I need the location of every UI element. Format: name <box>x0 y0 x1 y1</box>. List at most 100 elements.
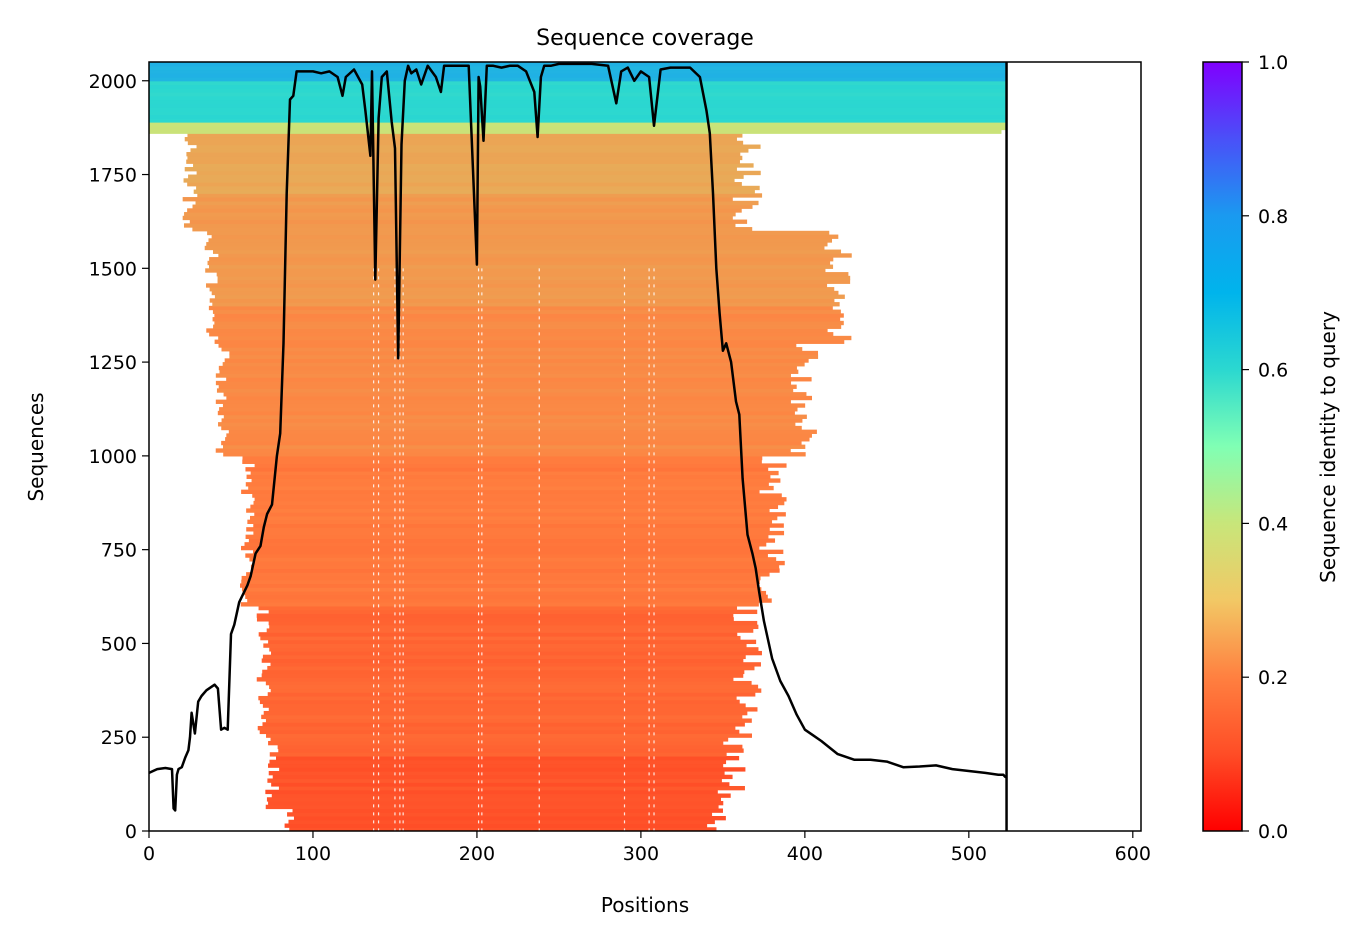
heatmap-row <box>245 553 768 558</box>
heatmap-row <box>149 73 1007 78</box>
heatmap-row <box>267 778 722 783</box>
heatmap-row <box>241 489 760 494</box>
heatmap-row <box>187 140 744 146</box>
x-axis-label: Positions <box>601 893 689 917</box>
heatmap-row <box>240 602 759 607</box>
heatmap-row <box>149 88 1007 93</box>
heatmap-row <box>149 125 1007 131</box>
heatmap-row <box>184 167 737 172</box>
heatmap-row <box>214 339 845 344</box>
heatmap-row <box>240 583 758 588</box>
heatmap-row <box>218 253 852 258</box>
y-tick-label: 1750 <box>89 165 137 187</box>
heatmap-row <box>250 564 780 570</box>
heatmap-row <box>253 560 785 566</box>
heatmap-row <box>223 414 807 419</box>
y-tick-label: 1250 <box>89 352 137 374</box>
heatmap-row <box>216 272 849 277</box>
heatmap-row <box>215 448 791 453</box>
heatmap-row <box>212 309 841 314</box>
heatmap-row <box>271 782 730 787</box>
heatmap-row <box>249 557 777 562</box>
heatmap-row <box>262 654 746 660</box>
colorbar-ticks: 0.0 0.2 0.4 0.6 0.8 1.0 <box>1242 52 1288 843</box>
colorbar-tick-label: 0.2 <box>1258 667 1288 689</box>
heatmap-row <box>250 470 779 476</box>
heatmap-row <box>149 95 1007 101</box>
heatmap-row <box>212 249 842 254</box>
heatmap-row <box>265 804 719 810</box>
heatmap-row <box>253 549 784 555</box>
heatmap-row <box>149 77 1007 82</box>
x-tick-label: 600 <box>1115 843 1151 865</box>
heatmap-row <box>268 620 758 626</box>
x-tick-label: 100 <box>295 843 331 865</box>
colorbar-tick-label: 0.0 <box>1258 821 1288 843</box>
heatmap-row <box>268 763 724 768</box>
heatmap-row <box>266 733 752 738</box>
heatmap-row <box>217 410 795 416</box>
heatmap-row <box>213 324 842 329</box>
heatmap-row <box>149 118 1007 123</box>
heatmap-row <box>221 440 802 446</box>
heatmap-row <box>189 219 748 224</box>
heatmap-row <box>267 665 755 671</box>
heatmap-row <box>190 148 749 153</box>
heatmap-row <box>183 223 736 228</box>
heatmap-row <box>218 365 797 371</box>
heatmap-row <box>149 65 1007 71</box>
heatmap-row <box>219 369 799 374</box>
heatmap-row <box>216 388 794 393</box>
heatmap-row <box>251 478 781 483</box>
heatmap-row <box>214 313 844 318</box>
heatmap-row <box>245 482 769 487</box>
heatmap-row <box>209 257 834 262</box>
heatmap-row <box>258 695 737 701</box>
heatmap-row <box>272 774 733 780</box>
heatmap-row <box>242 455 763 461</box>
colorbar-tick-label: 0.6 <box>1258 360 1288 382</box>
heatmap-row <box>219 407 798 412</box>
heatmap-row <box>149 114 1007 119</box>
heatmap-row <box>226 433 812 438</box>
heatmap-row <box>149 103 1007 108</box>
heatmap-row <box>248 538 776 543</box>
heatmap-row <box>253 523 784 528</box>
x-axis: 0 100 200 300 400 500 600 <box>143 831 1151 865</box>
colorbar: 0.0 0.2 0.4 0.6 0.8 1.0 Sequence identity to … <box>1202 52 1340 843</box>
heatmap-row <box>271 650 762 656</box>
heatmap-row <box>209 264 834 269</box>
heatmap-row <box>211 290 839 296</box>
heatmap-row <box>262 703 746 708</box>
heatmap-row <box>188 174 744 179</box>
heatmap-row <box>253 530 785 536</box>
heatmap-row <box>258 605 738 611</box>
heatmap-row <box>217 275 851 281</box>
x-tick-label: 0 <box>143 843 155 865</box>
heatmap-row <box>287 812 713 817</box>
heatmap-row <box>187 155 743 161</box>
heatmap-row <box>261 658 744 663</box>
heatmap-row <box>242 587 762 592</box>
heatmap-row <box>269 624 759 630</box>
heatmap-row <box>261 714 743 720</box>
heatmap-row <box>261 673 744 678</box>
heatmap-row <box>208 305 833 311</box>
heatmap-row <box>149 80 1007 86</box>
heatmap-row <box>284 823 708 828</box>
heatmap-row <box>257 725 736 731</box>
heatmap-row <box>266 797 721 802</box>
heatmap-row <box>187 208 742 213</box>
heatmap-row <box>250 515 778 521</box>
heatmap-row <box>207 260 831 266</box>
heatmap-row <box>254 512 786 517</box>
heatmap-row <box>149 129 1002 134</box>
heatmap-row <box>256 613 734 618</box>
heatmap-row <box>186 159 740 164</box>
heatmap-row <box>270 737 729 742</box>
y-tick-label: 750 <box>101 540 137 562</box>
heatmap-row <box>252 493 782 498</box>
heatmap-row <box>214 320 844 326</box>
heatmap-row <box>293 816 726 821</box>
heatmap-row <box>223 392 807 397</box>
